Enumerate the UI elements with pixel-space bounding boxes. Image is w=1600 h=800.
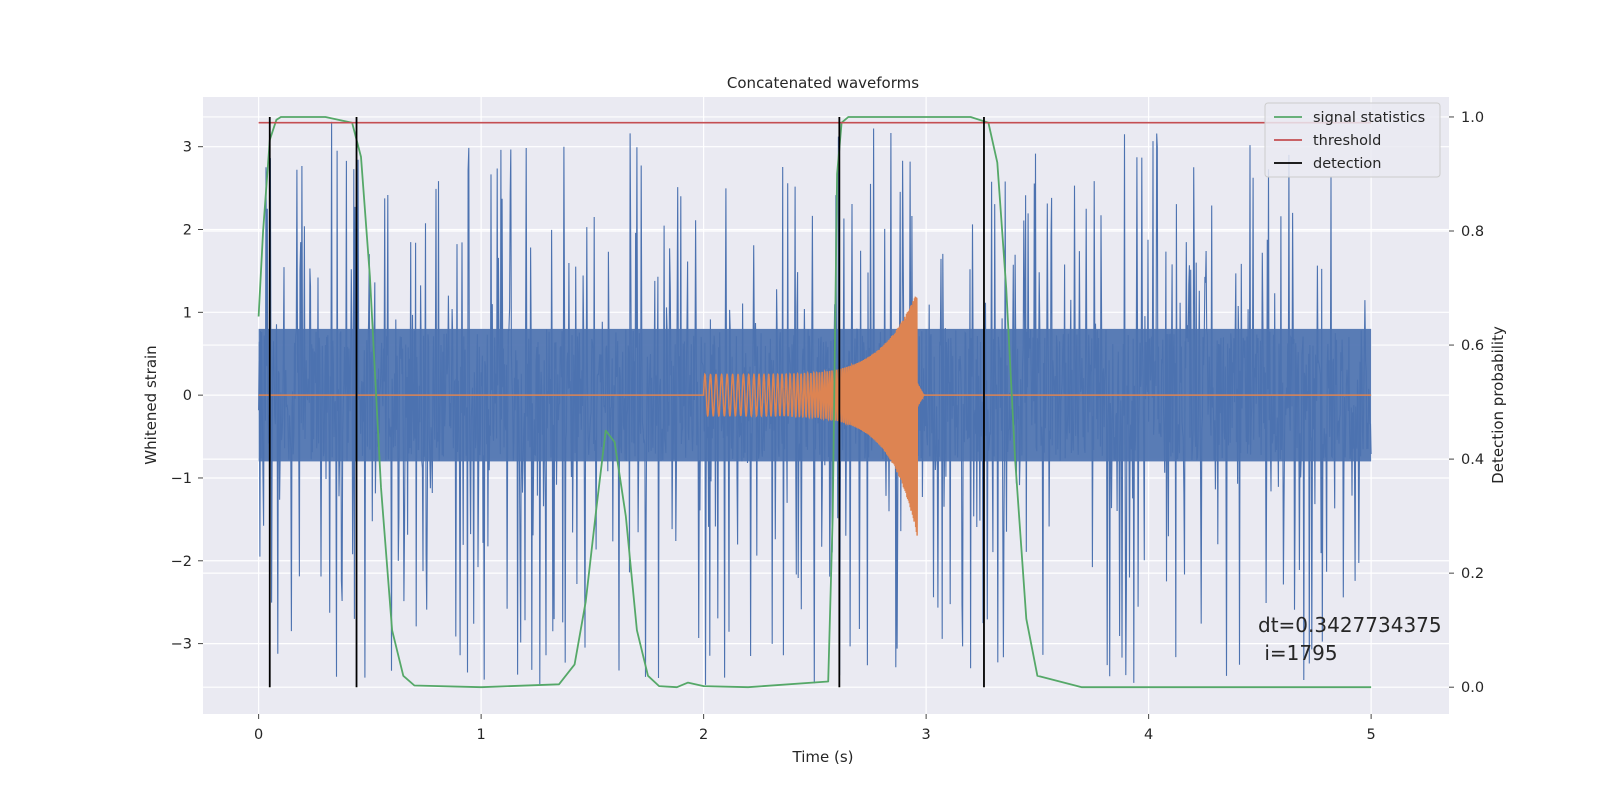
y-tick-label-0: −3: [171, 637, 192, 653]
x-tick-label-2: 2: [699, 727, 708, 743]
x-tick-label-5: 5: [1367, 727, 1376, 743]
y-axis-label: Whitened strain: [142, 345, 160, 464]
x-axis-label: Time (s): [792, 748, 854, 766]
series-injected-signal: [258, 296, 1372, 536]
x-tick-label-1: 1: [477, 727, 486, 743]
annotation-i: i=1795: [1258, 641, 1338, 665]
x-tick-label-0: 0: [254, 727, 263, 743]
y-tick-label-3: 0: [183, 388, 192, 404]
y2-tick-label-4: 0.8: [1461, 224, 1484, 240]
y2-axis-label: Detection probability: [1489, 326, 1507, 484]
x-tick-label-4: 4: [1144, 727, 1153, 743]
x-tick-label-3: 3: [922, 727, 931, 743]
y-tick-label-4: 1: [183, 305, 192, 321]
y2-tick-label-5: 1.0: [1461, 110, 1484, 126]
legend-box: [1264, 102, 1441, 178]
y-tick-label-6: 3: [183, 140, 192, 156]
y2-tick-label-3: 0.6: [1461, 338, 1484, 354]
y-tick-label-1: −2: [171, 554, 192, 570]
y-tick-label-2: −1: [171, 471, 192, 487]
legend-label-signal: signal statistics: [1313, 110, 1425, 126]
y2-tick-label-1: 0.2: [1461, 566, 1484, 582]
annotation-dt: dt=0.3427734375: [1258, 613, 1442, 637]
y2-tick-label-0: 0.0: [1461, 680, 1484, 696]
legend: signal statistics threshold detection: [1264, 102, 1441, 178]
legend-label-threshold: threshold: [1313, 133, 1381, 149]
legend-label-detection: detection: [1313, 156, 1381, 172]
chart-title: Concatenated waveforms: [727, 74, 919, 92]
y2-tick-label-2: 0.4: [1461, 452, 1484, 468]
y-tick-label-5: 2: [183, 223, 192, 239]
